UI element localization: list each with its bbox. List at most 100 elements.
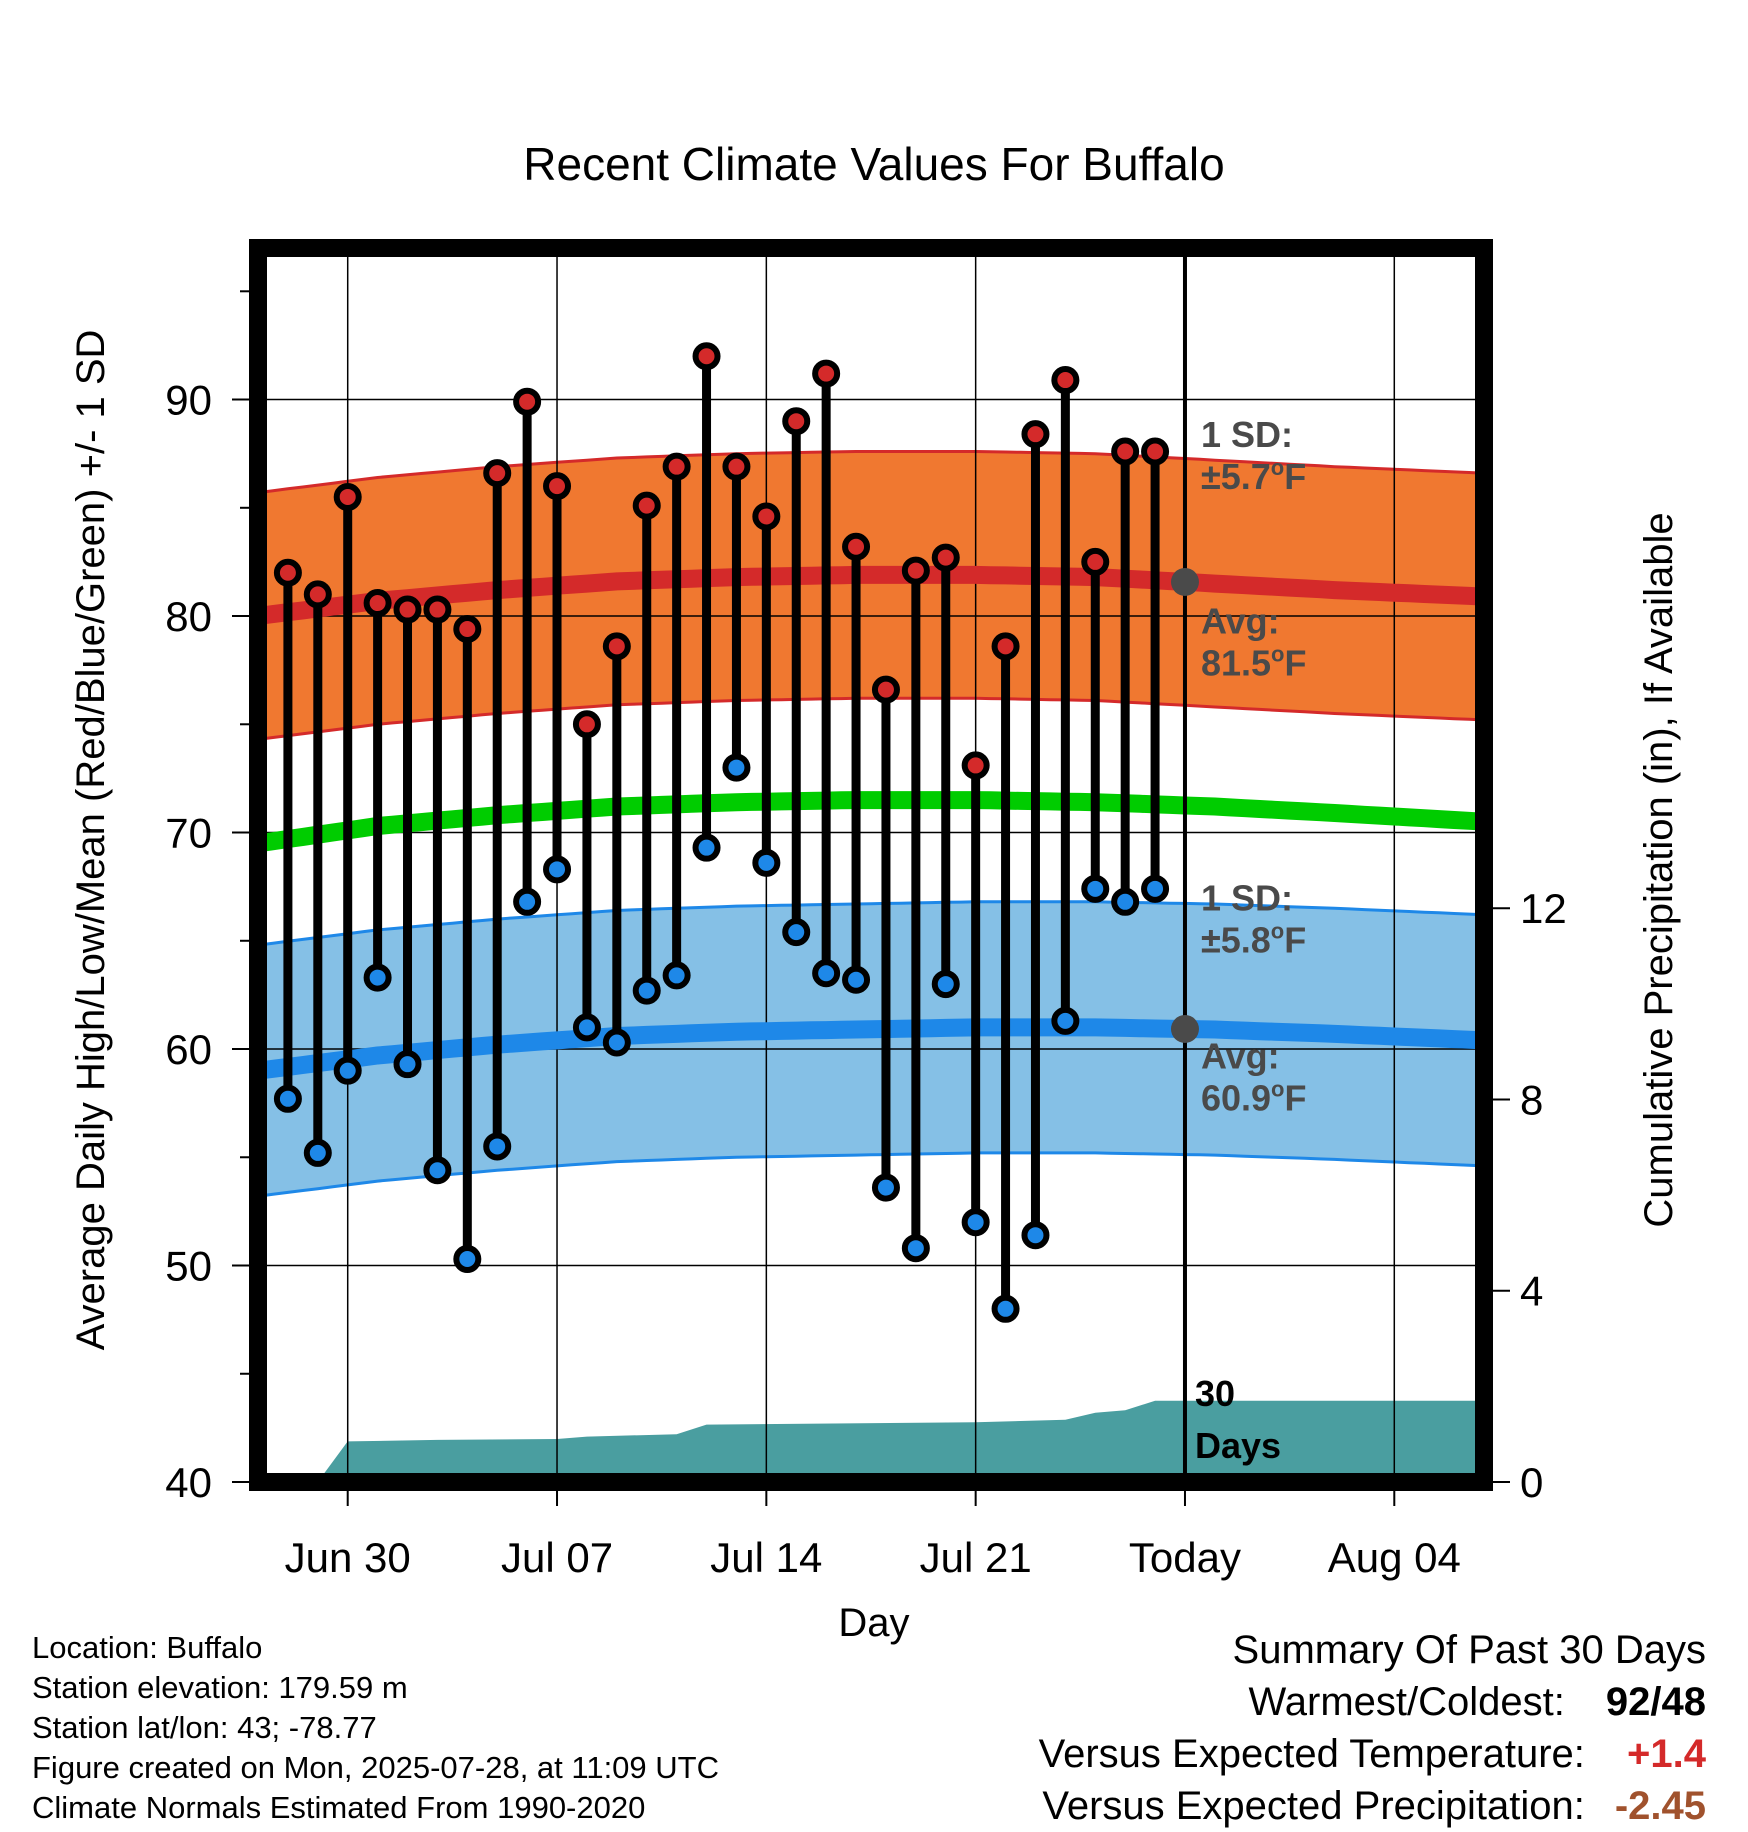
daily-low-point [572, 1013, 601, 1042]
daily-high-point [692, 342, 721, 371]
x-tick-label: Jul 14 [710, 1534, 822, 1581]
low-sd-annotation-line: 1 SD: [1201, 877, 1293, 918]
coldest-value: 48 [1661, 1680, 1707, 1724]
daily-high-point [752, 502, 781, 531]
daily-high-point [333, 482, 362, 511]
daily-high-point [782, 407, 811, 436]
daily-low-point [1141, 874, 1170, 903]
x-tick-label: Jun 30 [285, 1534, 411, 1581]
today-low-avg-marker [1170, 1014, 1199, 1043]
precip-label: Versus Expected Precipitation: [1042, 1784, 1585, 1828]
low-avg-line [256, 1018, 1485, 1080]
daily-high-point [722, 452, 751, 481]
daily-low-point [871, 1173, 900, 1202]
daily-high-point [871, 675, 900, 704]
daily-low-point [423, 1156, 452, 1185]
daily-high-point [303, 580, 332, 609]
window-label-count: 30 [1195, 1373, 1235, 1414]
created-text: Figure created on Mon, 2025-07-28, at 11… [32, 1750, 719, 1785]
daily-high-point [483, 459, 512, 488]
warm-cold-label: Warmest/Coldest: [1248, 1680, 1565, 1724]
y-axis-label-right: Cumulative Precipitation (in), If Availa… [1637, 512, 1681, 1227]
daily-high-point [991, 632, 1020, 661]
high-sd-band [258, 451, 1484, 740]
precip-area [258, 1400, 1484, 1482]
daily-high-point [842, 532, 871, 561]
y-tick-label-left: 70 [165, 810, 212, 857]
high-avg-line [256, 565, 1485, 625]
daily-high-point [543, 472, 572, 501]
normals-text: Climate Normals Estimated From 1990-2020 [32, 1790, 646, 1825]
daily-low-point [602, 1028, 631, 1057]
station-info: Location: Buffalo Station elevation: 179… [32, 1628, 719, 1828]
daily-high-point [602, 632, 631, 661]
mean-avg-line [256, 791, 1485, 853]
daily-high-point [901, 556, 930, 585]
daily-low-point [1111, 887, 1140, 916]
low-avg-annotation-line: 60.9oF [1201, 1077, 1307, 1119]
x-axis-label: Day [838, 1601, 909, 1645]
daily-high-point [1051, 366, 1080, 395]
daily-low-point [483, 1132, 512, 1161]
plot-frame [249, 239, 1493, 1491]
high-sd-lower-edge [257, 696, 1485, 741]
location-text: Location: Buffalo [32, 1630, 263, 1665]
daily-low-point [453, 1245, 482, 1274]
low-sd-upper-edge [257, 900, 1485, 947]
x-tick-label: Jul 07 [501, 1534, 613, 1581]
daily-high-point [931, 543, 960, 572]
daily-low-point [961, 1208, 990, 1237]
daily-low-point [842, 965, 871, 994]
summary-precip: Versus Expected Precipitation: -2.45 [1039, 1780, 1706, 1832]
daily-low-point [931, 970, 960, 999]
y-tick-label-left: 60 [165, 1026, 212, 1073]
daily-high-point [273, 558, 302, 587]
x-tick-label: Today [1129, 1534, 1241, 1581]
warm-cold-separator: / [1650, 1680, 1662, 1724]
summary-warm-cold: Warmest/Coldest: 92/48 [1039, 1676, 1707, 1728]
window-label-days: Days [1195, 1425, 1281, 1466]
daily-low-point [632, 976, 661, 1005]
daily-low-point [303, 1138, 332, 1167]
daily-low-point [333, 1056, 362, 1085]
summary-panel: Summary Of Past 30 Days Warmest/Coldest:… [1039, 1624, 1706, 1832]
daily-low-point [273, 1084, 302, 1113]
y-tick-label-left: 50 [165, 1243, 212, 1290]
daily-low-point [393, 1050, 422, 1079]
daily-low-point [722, 753, 751, 782]
daily-high-point [662, 452, 691, 481]
y-axis-label-left: Average Daily High/Low/Mean (Red/Blue/Gr… [69, 330, 113, 1351]
daily-high-point [423, 595, 452, 624]
daily-high-point [393, 595, 422, 624]
daily-low-point [812, 959, 841, 988]
high-sd-upper-edge [257, 450, 1485, 495]
daily-low-point [752, 848, 781, 877]
daily-high-point [1141, 437, 1170, 466]
low-sd-lower-edge [257, 1151, 1485, 1198]
high-avg-annotation-line: 81.5oF [1201, 641, 1307, 683]
daily-low-point [692, 833, 721, 862]
summary-temp: Versus Expected Temperature: +1.4 [1039, 1728, 1706, 1780]
y-tick-label-left: 90 [165, 377, 212, 424]
daily-low-point [782, 918, 811, 947]
daily-high-point [812, 359, 841, 388]
today-high-avg-marker [1170, 567, 1199, 596]
y-tick-label-right: 8 [1520, 1076, 1543, 1123]
daily-high-point [572, 710, 601, 739]
temp-value: +1.4 [1627, 1732, 1706, 1776]
daily-low-point [1021, 1221, 1050, 1250]
daily-high-point [1021, 420, 1050, 449]
high-sd-annotation-line: ±5.7oF [1201, 455, 1306, 497]
warm-cold-value: 92/48 [1576, 1676, 1706, 1728]
daily-high-point [632, 491, 661, 520]
chart-title: Recent Climate Values For Buffalo [523, 138, 1224, 190]
daily-low-point [662, 961, 691, 990]
daily-low-point [901, 1234, 930, 1263]
summary-title: Summary Of Past 30 Days [1232, 1628, 1706, 1672]
y-tick-label-right: 4 [1520, 1268, 1543, 1315]
daily-high-point [961, 751, 990, 780]
daily-low-point [363, 963, 392, 992]
x-tick-label: Jul 21 [920, 1534, 1032, 1581]
